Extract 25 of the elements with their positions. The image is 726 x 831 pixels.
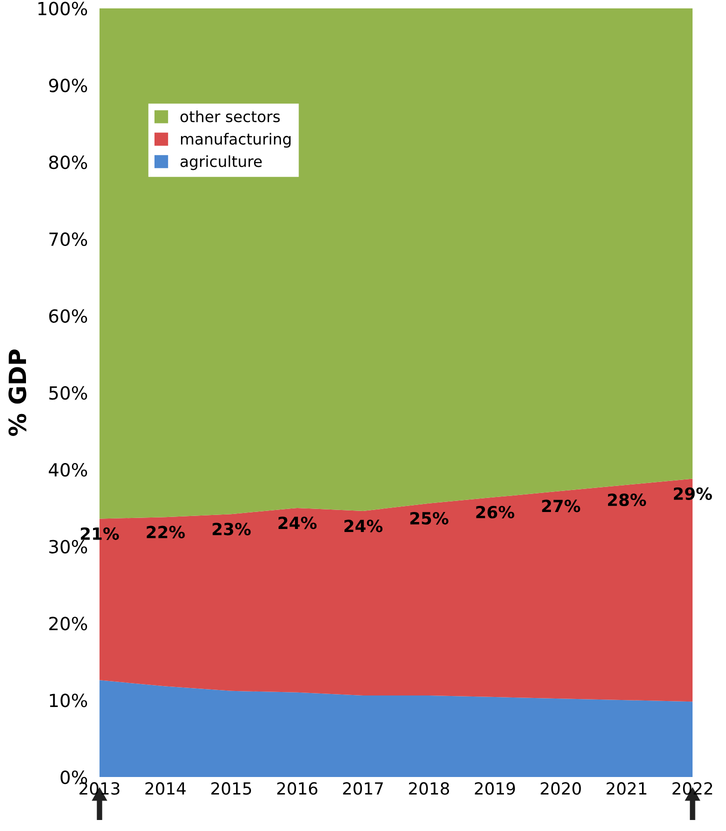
legend-label: other sectors: [180, 110, 280, 122]
y-tick-label: 100%: [38, 2, 88, 16]
legend-label: manufacturing: [181, 132, 291, 148]
x-tick-label: 2017: [343, 782, 383, 795]
y-tick-label: 90%: [49, 78, 88, 92]
y-tick-label: 20%: [49, 616, 88, 630]
y-tick-label: 50%: [49, 386, 88, 400]
x-tick-label: 2020: [540, 782, 581, 795]
y-tick-label: 30%: [49, 540, 88, 554]
x-tick-label: 2019: [474, 782, 515, 795]
y-tick-label: 70%: [49, 232, 88, 246]
y-tick-label: 60%: [49, 309, 88, 323]
x-tick-label: 2013: [80, 782, 120, 795]
y-tick-label: 40%: [48, 462, 88, 477]
x-tick-label: 2018: [408, 782, 450, 795]
y-tick-label: 10%: [50, 694, 88, 708]
legend-label: agriculture: [180, 155, 262, 170]
x-tick-label: 2014: [145, 782, 186, 795]
y-tick-label: 80%: [49, 156, 88, 170]
x-tick-label: 2022: [672, 782, 712, 795]
y-tick-label: 0%: [60, 770, 88, 784]
x-tick-label: 2021: [606, 782, 646, 795]
y-axis-title: % GDP: [8, 350, 26, 436]
x-tick-label: 2016: [277, 782, 318, 795]
x-tick-label: 2015: [211, 782, 252, 795]
